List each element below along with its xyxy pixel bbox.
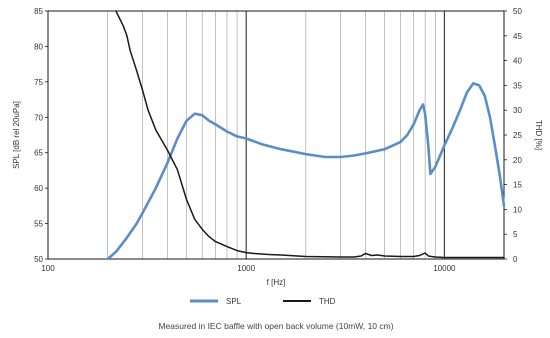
- series-line-spl: [106, 82, 506, 261]
- legend: SPL THD: [190, 297, 336, 306]
- series-layer: [106, 10, 506, 261]
- left-tick-label: 70: [34, 113, 43, 122]
- left-tick-label: 80: [34, 42, 43, 51]
- left-tick-label: 60: [34, 184, 43, 193]
- left-tick-label: 55: [34, 220, 43, 229]
- y-axis-left-title: SPL [dB rel 20uPa]: [12, 101, 21, 169]
- right-tick-label: 5: [513, 230, 518, 239]
- x-axis-title: f [Hz]: [267, 278, 286, 287]
- left-tick-label: 85: [34, 7, 43, 16]
- x-axis-ticks: 100 1000 10000: [41, 264, 456, 273]
- right-tick-label: 50: [513, 7, 522, 16]
- legend-label-spl: SPL: [226, 297, 242, 306]
- right-tick-label: 10: [513, 205, 522, 214]
- right-tick-label: 25: [513, 131, 522, 140]
- x-tick-label: 1000: [237, 264, 255, 273]
- chart-caption: Measured in IEC baffle with open back vo…: [158, 321, 393, 331]
- series-line-thd: [115, 10, 505, 259]
- x-tick-label: 100: [41, 264, 55, 273]
- plot-frame: [47, 10, 505, 260]
- right-tick-label: 35: [513, 81, 522, 90]
- right-tick-label: 40: [513, 57, 522, 66]
- grid-lines: [107, 11, 445, 259]
- right-tick-label: 0: [513, 255, 518, 264]
- right-axis-ticks: 0 5 10 15 20 25 30 35 40 45 50: [504, 7, 522, 264]
- legend-label-thd: THD: [319, 297, 336, 306]
- right-tick-label: 20: [513, 156, 522, 165]
- right-tick-label: 45: [513, 32, 522, 41]
- left-axis-ticks: 50 55 60 65 70 75 80 85: [34, 7, 48, 264]
- left-tick-label: 50: [34, 255, 43, 264]
- x-tick-label: 10000: [433, 264, 456, 273]
- left-tick-label: 65: [34, 149, 43, 158]
- y-axis-right-title: THD [%]: [534, 120, 543, 150]
- right-tick-label: 15: [513, 181, 522, 190]
- left-tick-label: 75: [34, 78, 43, 87]
- right-tick-label: 30: [513, 106, 522, 115]
